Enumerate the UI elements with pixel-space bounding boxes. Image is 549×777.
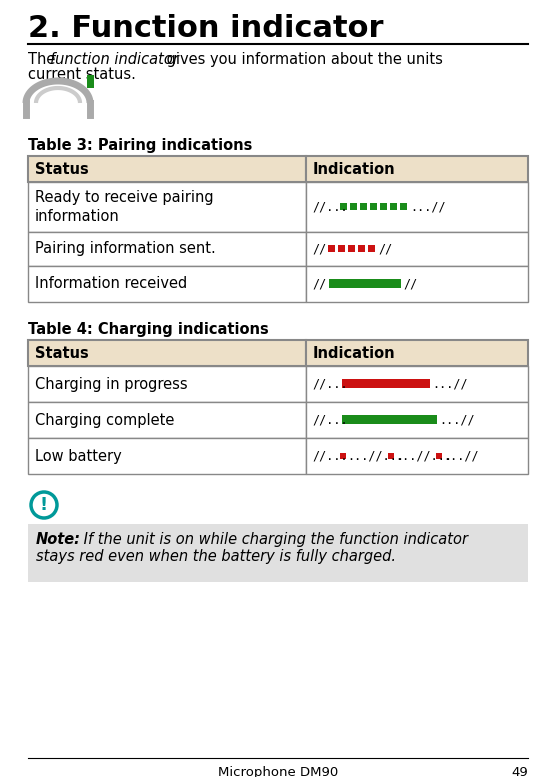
- Text: 49: 49: [511, 766, 528, 777]
- Bar: [28, 266, 305, 302]
- Bar: [339, 452, 345, 458]
- Text: Charging complete: Charging complete: [35, 413, 175, 427]
- Text: Indication: Indication: [312, 346, 395, 361]
- Bar: [360, 203, 367, 210]
- Bar: [367, 245, 374, 252]
- Text: Charging in progress: Charging in progress: [35, 377, 188, 392]
- Bar: [305, 366, 528, 402]
- Text: ...//: ...//: [440, 413, 475, 427]
- Text: Table 3: Pairing indications: Table 3: Pairing indications: [28, 138, 253, 153]
- Bar: [389, 203, 396, 210]
- Circle shape: [31, 492, 57, 518]
- Bar: [305, 340, 528, 366]
- Text: ...//: ...//: [444, 450, 479, 462]
- Bar: [339, 203, 346, 210]
- Text: current status.: current status.: [28, 67, 136, 82]
- Text: !: !: [40, 496, 48, 514]
- Text: //: //: [312, 277, 327, 291]
- Bar: [388, 452, 394, 458]
- Text: Status: Status: [35, 346, 89, 361]
- Text: gives you information about the units: gives you information about the units: [162, 52, 443, 67]
- Bar: [328, 279, 401, 288]
- Text: ...//...: ...//...: [348, 450, 405, 462]
- Text: function indicator: function indicator: [50, 52, 179, 67]
- Text: //...: //...: [312, 450, 348, 462]
- Text: Status: Status: [35, 162, 89, 176]
- Text: //...: //...: [312, 378, 348, 391]
- Bar: [435, 452, 441, 458]
- Text: stays red even when the battery is fully charged.: stays red even when the battery is fully…: [36, 549, 396, 564]
- Bar: [87, 75, 94, 88]
- Text: Ready to receive pairing
information: Ready to receive pairing information: [35, 190, 214, 224]
- Text: Low battery: Low battery: [35, 448, 122, 464]
- Bar: [348, 245, 355, 252]
- Bar: [328, 245, 334, 252]
- Text: //: //: [404, 277, 418, 291]
- Bar: [305, 402, 528, 438]
- Text: Microphone DM90: Microphone DM90: [218, 766, 338, 777]
- Bar: [28, 156, 305, 182]
- Text: Information received: Information received: [35, 277, 187, 291]
- Bar: [350, 203, 356, 210]
- Bar: [28, 340, 305, 366]
- Bar: [357, 245, 365, 252]
- Bar: [369, 203, 377, 210]
- Bar: [28, 402, 305, 438]
- Bar: [338, 245, 345, 252]
- Text: ...//: ...//: [411, 200, 446, 214]
- Bar: [305, 438, 528, 474]
- Text: //: //: [312, 242, 327, 256]
- Bar: [305, 182, 528, 232]
- Bar: [341, 415, 436, 424]
- Bar: [28, 438, 305, 474]
- Bar: [305, 232, 528, 266]
- Bar: [28, 182, 305, 232]
- Text: Note:: Note:: [36, 532, 81, 547]
- Bar: [28, 366, 305, 402]
- Text: ...//: ...//: [433, 378, 468, 391]
- Text: 2. Function indicator: 2. Function indicator: [28, 14, 384, 43]
- Text: If the unit is on while charging the function indicator: If the unit is on while charging the fun…: [79, 532, 468, 547]
- Bar: [341, 379, 429, 388]
- Bar: [400, 203, 406, 210]
- Text: The: The: [28, 52, 60, 67]
- Text: ...//...: ...//...: [395, 450, 452, 462]
- Text: Indication: Indication: [312, 162, 395, 176]
- Text: //...: //...: [312, 413, 348, 427]
- Bar: [305, 156, 528, 182]
- Bar: [28, 232, 305, 266]
- Bar: [379, 203, 386, 210]
- Text: //...: //...: [312, 200, 348, 214]
- Bar: [305, 266, 528, 302]
- Text: Table 4: Charging indications: Table 4: Charging indications: [28, 322, 269, 337]
- Text: Pairing information sent.: Pairing information sent.: [35, 242, 216, 256]
- Bar: [28, 524, 528, 582]
- Text: //: //: [378, 242, 393, 256]
